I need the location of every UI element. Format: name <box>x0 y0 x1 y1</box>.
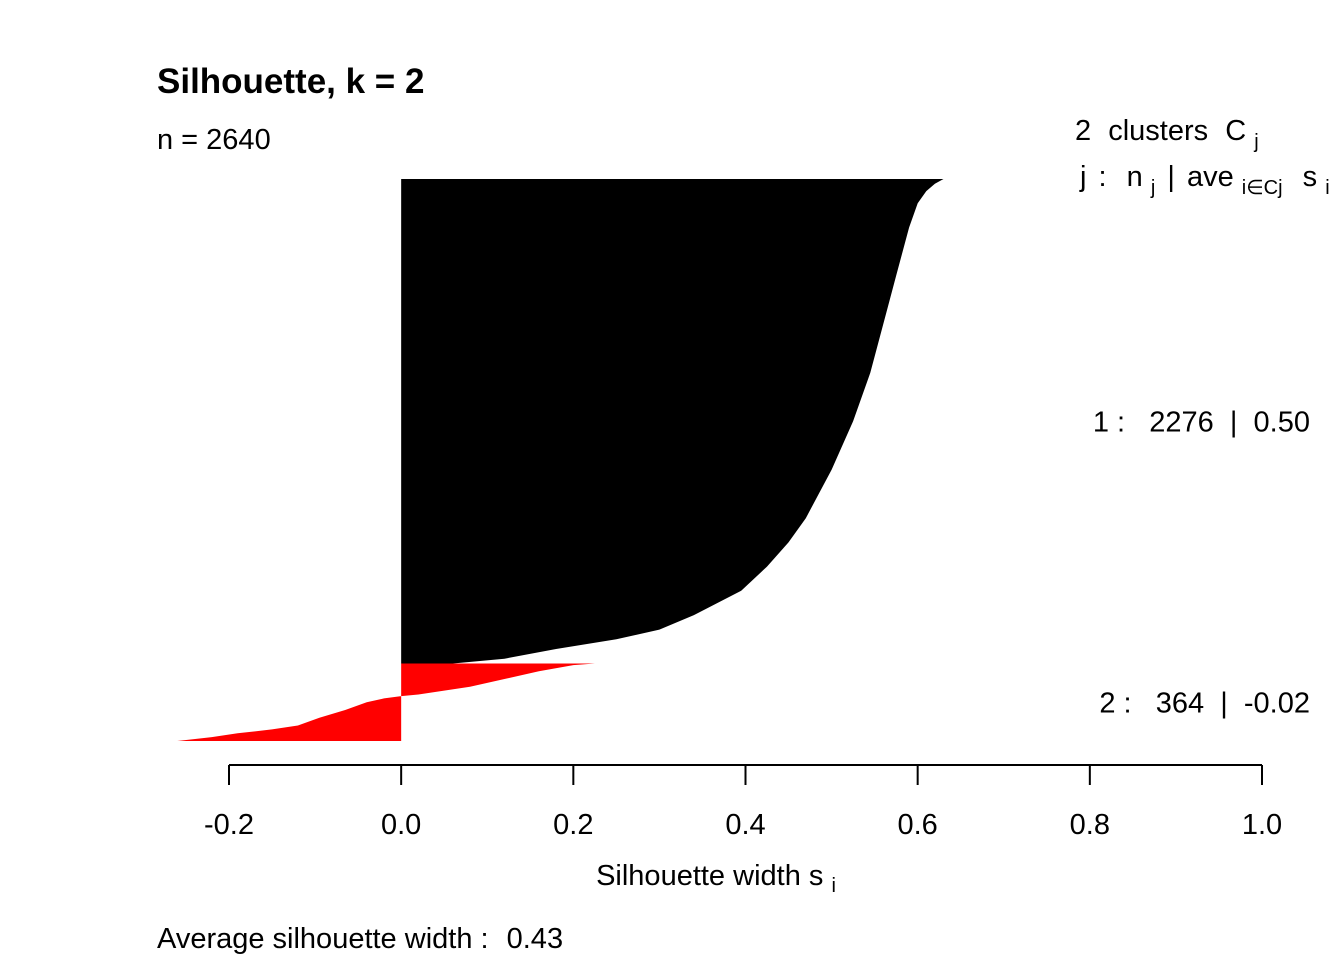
silhouette-cluster-1 <box>401 179 944 664</box>
cluster-labels: 1 : 2276 | 0.50 2 : 364 | -0.02 <box>1093 406 1310 719</box>
legend-header-columns: j : n j | ave i∈Cj s i <box>1079 161 1330 201</box>
legend-cluster-count: 2 <box>1075 115 1091 147</box>
average-silhouette-value: 0.43 <box>507 923 563 955</box>
legend-j: j <box>1079 161 1086 193</box>
legend-c-symbol: C <box>1225 115 1246 147</box>
legend-ave-subscript: i∈Cj <box>1242 177 1283 199</box>
legend-header-clusters: 2 clusters C j <box>1075 115 1259 153</box>
x-tick-label: 0.4 <box>725 809 765 841</box>
x-axis: -0.2 0.0 0.2 0.4 0.6 0.8 1.0 <box>204 764 1282 841</box>
x-tick-label: 1.0 <box>1242 809 1282 841</box>
average-silhouette-label: Average silhouette width : <box>157 923 489 955</box>
x-tick-label: -0.2 <box>204 809 254 841</box>
legend-s-subscript: i <box>1325 177 1329 199</box>
legend-colon: : <box>1099 161 1107 193</box>
legend-ave: ave <box>1187 161 1234 193</box>
legend-bar: | <box>1167 161 1175 193</box>
legend-s: s <box>1303 161 1318 193</box>
cluster-label-1: 1 : 2276 | 0.50 <box>1093 406 1310 438</box>
x-axis-label-subscript: i <box>831 875 835 897</box>
legend-clusters-word: clusters <box>1108 115 1208 147</box>
x-axis-label-main: Silhouette width s <box>596 860 823 892</box>
chart-subtitle: n = 2640 <box>157 124 271 156</box>
x-tick-label: 0.8 <box>1070 809 1110 841</box>
average-silhouette-width: Average silhouette width : 0.43 <box>157 923 563 955</box>
silhouette-bars <box>177 179 944 741</box>
silhouette-cluster-2 <box>177 663 595 741</box>
x-tick-label: 0.6 <box>898 809 938 841</box>
legend-n-subscript: j <box>1150 177 1155 199</box>
cluster-label-2: 2 : 364 | -0.02 <box>1099 687 1310 719</box>
x-axis-label: Silhouette width s i <box>596 860 836 897</box>
chart-title: Silhouette, k = 2 <box>157 62 424 101</box>
x-tick-label: 0.2 <box>553 809 593 841</box>
legend-n: n <box>1127 161 1143 193</box>
legend-c-subscript: j <box>1253 131 1258 153</box>
x-tick-label: 0.0 <box>381 809 421 841</box>
